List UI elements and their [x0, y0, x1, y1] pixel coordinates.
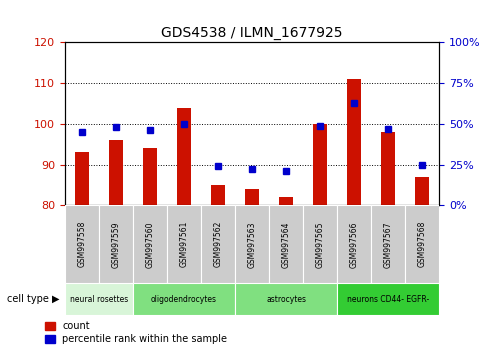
Bar: [133, 205, 167, 283]
Bar: [415, 177, 429, 205]
Text: astrocytes: astrocytes: [266, 295, 306, 304]
Bar: [347, 79, 361, 205]
Bar: [143, 148, 157, 205]
Bar: [313, 124, 327, 205]
Text: GSM997565: GSM997565: [315, 221, 324, 268]
Bar: [65, 205, 99, 283]
Bar: [65, 283, 133, 315]
Text: GSM997566: GSM997566: [350, 221, 359, 268]
Text: GSM997567: GSM997567: [384, 221, 393, 268]
Text: cell type ▶: cell type ▶: [7, 294, 60, 304]
Text: neural rosettes: neural rosettes: [70, 295, 128, 304]
Bar: [235, 205, 269, 283]
Text: GSM997568: GSM997568: [418, 221, 427, 268]
Bar: [133, 283, 235, 315]
Bar: [75, 152, 89, 205]
Bar: [235, 283, 337, 315]
Bar: [303, 205, 337, 283]
Text: GSM997558: GSM997558: [77, 221, 86, 268]
Bar: [337, 283, 439, 315]
Bar: [167, 205, 201, 283]
Text: GSM997559: GSM997559: [111, 221, 120, 268]
Bar: [279, 197, 293, 205]
Title: GDS4538 / ILMN_1677925: GDS4538 / ILMN_1677925: [161, 26, 343, 40]
Bar: [371, 205, 405, 283]
Bar: [245, 189, 259, 205]
Bar: [269, 205, 303, 283]
Bar: [381, 132, 395, 205]
Text: GSM997561: GSM997561: [180, 221, 189, 268]
Text: GSM997563: GSM997563: [248, 221, 256, 268]
Legend: count, percentile rank within the sample: count, percentile rank within the sample: [45, 321, 227, 344]
Bar: [337, 205, 371, 283]
Text: GSM997560: GSM997560: [145, 221, 154, 268]
Bar: [109, 140, 123, 205]
Text: GSM997562: GSM997562: [214, 221, 223, 268]
Bar: [99, 205, 133, 283]
Text: oligodendrocytes: oligodendrocytes: [151, 295, 217, 304]
Bar: [177, 108, 191, 205]
Text: GSM997564: GSM997564: [281, 221, 290, 268]
Bar: [211, 185, 225, 205]
Bar: [405, 205, 439, 283]
Bar: [201, 205, 235, 283]
Text: neurons CD44- EGFR-: neurons CD44- EGFR-: [347, 295, 429, 304]
